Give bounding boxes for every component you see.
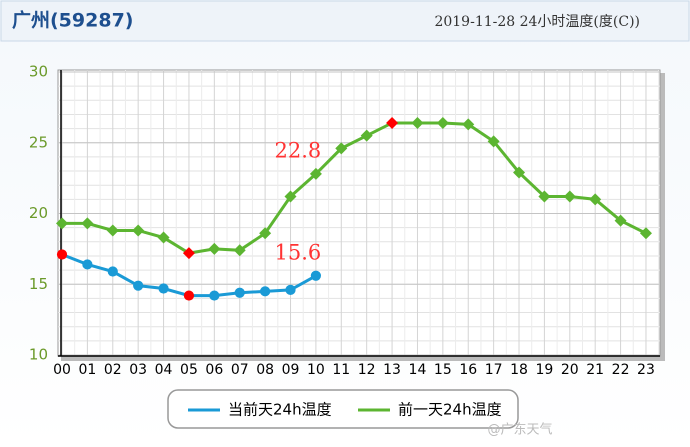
- x-tick-label: 16: [459, 362, 477, 378]
- header-title: 广州(59287): [12, 9, 133, 32]
- data-point: [106, 224, 119, 237]
- x-tick-label: 17: [485, 362, 503, 378]
- data-point: [360, 129, 373, 142]
- data-point: [436, 116, 449, 129]
- data-point: [158, 283, 169, 294]
- data-point: [309, 167, 322, 180]
- x-tick-label: 12: [358, 362, 376, 378]
- data-point: [56, 217, 68, 230]
- legend-box: [167, 389, 519, 429]
- data-point: [284, 190, 297, 203]
- data-point: [285, 284, 296, 296]
- data-point: [208, 242, 221, 255]
- x-tick-label: 06: [205, 362, 223, 378]
- data-point: [157, 231, 170, 244]
- data-point: [538, 190, 551, 203]
- x-tick-label: 22: [612, 362, 630, 378]
- data-point: [234, 287, 245, 298]
- x-tick-label: 11: [332, 362, 350, 378]
- data-point: [310, 270, 321, 281]
- x-tick-label: 19: [535, 362, 553, 378]
- y-tick-label: 15: [29, 275, 48, 293]
- data-point: [107, 266, 118, 277]
- x-tick-label: 05: [180, 362, 198, 378]
- x-tick-label: 07: [231, 362, 249, 378]
- data-point: [133, 280, 144, 291]
- data-point: [589, 193, 602, 206]
- data-point: [639, 227, 652, 240]
- data-point: [563, 190, 576, 203]
- data-point: [81, 217, 94, 230]
- watermark: @广东天气: [487, 422, 552, 438]
- header-bar: [0, 0, 690, 42]
- data-point: [56, 249, 68, 260]
- y-tick-label: 30: [29, 63, 48, 81]
- annotation: 15.6: [275, 240, 322, 264]
- x-tick-label: 13: [383, 362, 401, 378]
- legend-label: 前一天24h温度: [398, 401, 502, 419]
- data-point: [82, 259, 93, 270]
- x-tick-label: 02: [104, 362, 122, 378]
- x-tick-label: 04: [155, 362, 173, 378]
- data-point: [183, 290, 195, 301]
- x-tick-label: 10: [307, 362, 325, 378]
- data-point: [513, 166, 526, 179]
- x-tick-label: 08: [256, 362, 274, 378]
- data-point: [132, 224, 145, 237]
- data-point: [335, 142, 348, 155]
- y-tick-label: 20: [29, 204, 48, 222]
- x-tick-label: 18: [510, 362, 528, 378]
- header-subtitle: 2019-11-28 24小时温度(度(C)): [434, 14, 640, 30]
- x-tick-label: 01: [78, 362, 96, 378]
- x-tick-label: 03: [129, 362, 147, 378]
- y-tick-label: 10: [29, 346, 48, 364]
- data-point: [259, 227, 272, 240]
- data-point: [233, 244, 246, 257]
- data-point: [487, 135, 500, 148]
- data-point: [182, 247, 195, 260]
- data-point: [209, 290, 220, 301]
- x-tick-label: 20: [561, 362, 579, 378]
- data-point: [614, 214, 627, 227]
- x-tick-label: 23: [637, 362, 655, 378]
- legend-label: 当前天24h温度: [228, 401, 332, 419]
- y-tick-label: 25: [29, 133, 48, 151]
- data-point: [411, 116, 424, 129]
- data-point: [462, 118, 475, 131]
- x-tick-label: 00: [53, 362, 71, 378]
- x-tick-label: 14: [409, 362, 427, 378]
- x-tick-label: 09: [282, 362, 300, 378]
- x-tick-label: 15: [434, 362, 452, 378]
- data-point: [386, 116, 399, 129]
- x-tick-label: 21: [586, 362, 604, 378]
- annotation: 22.8: [275, 138, 322, 162]
- data-point: [260, 286, 271, 297]
